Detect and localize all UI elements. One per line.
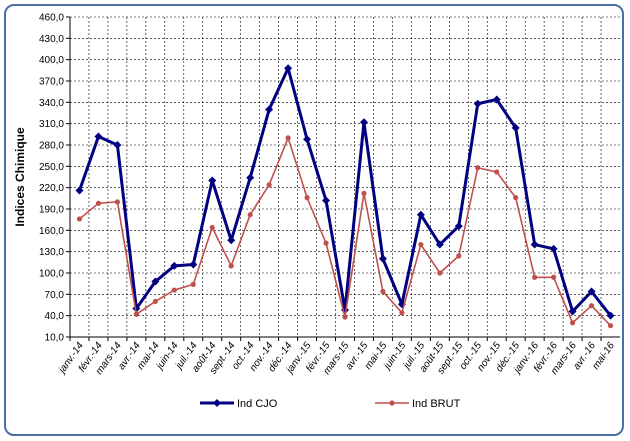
data-point xyxy=(152,298,158,305)
y-tick-label: 370,0 xyxy=(39,77,64,88)
y-tick-label: 100,0 xyxy=(39,269,64,280)
y-tick-label: 250,0 xyxy=(39,162,64,173)
legend-item-1: Ind CJO xyxy=(200,398,278,410)
series-line-1 xyxy=(78,66,612,317)
legend-label: Ind BRUT xyxy=(412,398,461,410)
data-point xyxy=(114,199,121,205)
legend-marker xyxy=(213,399,221,407)
data-point xyxy=(359,118,368,127)
axes xyxy=(66,16,620,341)
data-point xyxy=(209,224,215,231)
data-point xyxy=(190,281,196,287)
data-point xyxy=(303,135,312,144)
data-point xyxy=(511,123,520,132)
data-point xyxy=(606,311,615,320)
gridlines xyxy=(70,16,620,337)
data-point xyxy=(530,240,539,249)
data-point xyxy=(284,64,293,73)
data-point xyxy=(228,263,234,269)
data-point xyxy=(513,195,519,201)
data-point xyxy=(323,240,329,246)
y-tick-label: 160,0 xyxy=(39,226,64,237)
data-point xyxy=(75,186,84,195)
data-point xyxy=(378,254,387,263)
data-point xyxy=(416,210,425,219)
y-tick-label: 460,0 xyxy=(39,13,64,24)
x-axis-ticks: janv.-14févr.-14mars-14avr.-14mai-14juin… xyxy=(56,340,617,377)
data-point xyxy=(435,240,444,249)
y-tick-label: 70,0 xyxy=(45,290,65,301)
data-point xyxy=(418,241,424,248)
data-point xyxy=(587,287,596,296)
data-point xyxy=(265,105,274,114)
data-point xyxy=(170,261,179,270)
series xyxy=(75,64,615,329)
data-point xyxy=(456,253,462,259)
data-point xyxy=(246,173,255,182)
y-tick-label: 400,0 xyxy=(39,55,64,66)
data-point xyxy=(247,212,253,218)
data-point xyxy=(208,176,217,185)
legend-item-2: Ind BRUT xyxy=(375,398,461,410)
legend-marker xyxy=(389,400,395,406)
y-tick-label: 190,0 xyxy=(39,205,64,216)
data-point xyxy=(113,141,122,149)
data-point xyxy=(473,99,482,108)
y-tick-label: 430,0 xyxy=(39,34,64,45)
data-point xyxy=(549,244,558,253)
data-point xyxy=(95,200,102,206)
y-tick-label: 40,0 xyxy=(45,311,65,322)
data-point xyxy=(189,260,198,269)
data-point xyxy=(361,190,367,196)
data-point xyxy=(437,270,443,276)
y-axis-label: Indices Chimique xyxy=(13,127,27,227)
y-tick-label: 340,0 xyxy=(39,98,64,109)
y-tick-label: 130,0 xyxy=(39,247,64,258)
data-point xyxy=(532,274,538,280)
data-point xyxy=(568,307,577,316)
data-point xyxy=(454,222,463,231)
data-point xyxy=(492,95,501,104)
y-tick-label: 220,0 xyxy=(39,183,64,194)
data-point xyxy=(304,195,310,201)
data-point xyxy=(76,216,83,222)
data-point xyxy=(475,165,481,171)
data-point xyxy=(227,236,236,245)
data-point xyxy=(171,287,177,293)
y-axis-ticks: 10,0 40,0 70,0 100,0 130,0 160,0 190,0 220,0 250… xyxy=(39,13,64,344)
data-point xyxy=(266,182,272,188)
legend: Ind CJO Ind BRUT xyxy=(200,398,461,410)
y-tick-label: 10,0 xyxy=(45,333,65,344)
data-point xyxy=(380,288,386,295)
data-point xyxy=(569,320,576,326)
data-point xyxy=(342,314,348,320)
data-point xyxy=(94,132,103,141)
data-point xyxy=(607,323,614,329)
data-point xyxy=(133,311,139,317)
data-point xyxy=(551,274,557,280)
legend-label: Ind CJO xyxy=(237,398,278,410)
data-point xyxy=(399,310,405,316)
data-point xyxy=(322,196,331,205)
y-tick-label: 310,0 xyxy=(39,119,64,130)
data-point xyxy=(151,277,160,286)
y-tick-label: 280,0 xyxy=(39,141,64,152)
data-point xyxy=(588,303,595,309)
data-point xyxy=(494,169,500,175)
data-point xyxy=(285,135,291,141)
